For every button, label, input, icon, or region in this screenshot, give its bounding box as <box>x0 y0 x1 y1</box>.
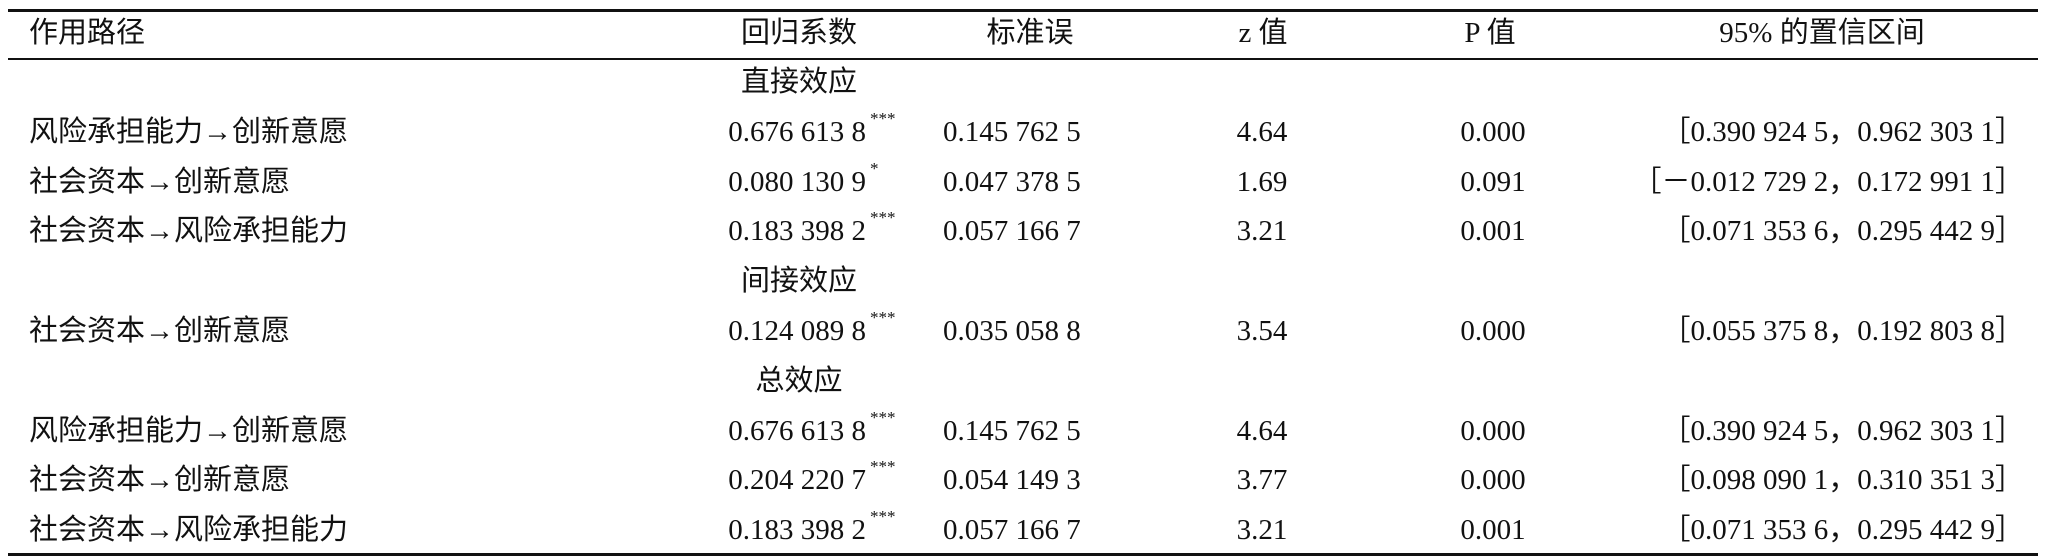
se-cell: 0.145 762 5 <box>943 115 1081 148</box>
p-cell: 0.000 <box>1460 315 1526 347</box>
significance-stars: *** <box>870 108 896 128</box>
z-cell: 3.21 <box>1236 215 1288 248</box>
z-cell: 1.69 <box>1236 165 1288 198</box>
p-cell: 0.091 <box>1460 165 1526 198</box>
coef-cell: 0.080 130 9 <box>728 165 866 198</box>
p-cell: 0.001 <box>1460 514 1526 547</box>
p-cell: 0.001 <box>1460 215 1526 248</box>
p-cell: 0.000 <box>1460 464 1526 497</box>
column-header: P 值 <box>1464 17 1516 49</box>
path-cell: 社会资本→创新意愿 <box>29 464 291 497</box>
significance-stars: *** <box>870 457 896 477</box>
column-header: 95% 的置信区间 <box>1719 17 1925 49</box>
z-cell: 3.77 <box>1236 464 1288 497</box>
path-cell: 社会资本→创新意愿 <box>29 165 291 198</box>
coef-cell: 0.204 220 7 <box>728 464 866 497</box>
column-header: 标准误 <box>986 17 1074 49</box>
se-cell: 0.054 149 3 <box>943 464 1081 497</box>
ci-cell: ［0.390 924 5，0.962 303 1］ <box>1661 414 2024 447</box>
ci-cell: ［0.098 090 1，0.310 351 3］ <box>1661 464 2024 497</box>
path-cell: 社会资本→风险承担能力 <box>29 514 349 547</box>
ci-cell: ［0.071 353 6，0.295 442 9］ <box>1661 215 2024 248</box>
column-header: 回归系数 <box>740 17 858 49</box>
z-cell: 3.21 <box>1236 514 1288 547</box>
column-header: 作用路径 <box>29 17 146 49</box>
z-cell: 4.64 <box>1236 414 1288 447</box>
path-cell: 风险承担能力→创新意愿 <box>29 115 349 148</box>
z-cell: 4.64 <box>1236 115 1288 148</box>
coef-cell: 0.124 089 8 <box>728 315 866 347</box>
se-cell: 0.057 166 7 <box>943 215 1081 248</box>
significance-stars: *** <box>870 407 896 427</box>
ci-cell: ［0.055 375 8，0.192 803 8］ <box>1661 315 2024 347</box>
se-cell: 0.057 166 7 <box>943 514 1081 547</box>
significance-stars: * <box>870 158 879 178</box>
p-cell: 0.000 <box>1460 414 1526 447</box>
header-rule <box>8 58 2038 60</box>
significance-stars: *** <box>870 208 896 228</box>
section-title: 直接效应 <box>740 66 858 98</box>
path-cell: 社会资本→创新意愿 <box>29 315 291 347</box>
ci-cell: ［0.390 924 5，0.962 303 1］ <box>1661 115 2024 148</box>
ci-cell: ［－0.012 729 2，0.172 991 1］ <box>1632 165 2024 198</box>
bottom-rule <box>8 553 2038 556</box>
path-cell: 社会资本→风险承担能力 <box>29 215 349 248</box>
se-cell: 0.035 058 8 <box>943 315 1081 347</box>
z-cell: 3.54 <box>1236 315 1288 347</box>
significance-stars: *** <box>870 308 896 327</box>
coef-cell: 0.676 613 8 <box>728 115 866 148</box>
coef-cell: 0.676 613 8 <box>728 414 866 447</box>
top-rule <box>8 9 2038 12</box>
coef-cell: 0.183 398 2 <box>728 514 866 547</box>
se-cell: 0.145 762 5 <box>943 414 1081 447</box>
coef-cell: 0.183 398 2 <box>728 215 866 248</box>
p-cell: 0.000 <box>1460 115 1526 148</box>
ci-cell: ［0.071 353 6，0.295 442 9］ <box>1661 514 2024 547</box>
column-header: z 值 <box>1238 17 1288 49</box>
section-title: 总效应 <box>755 364 843 397</box>
se-cell: 0.047 378 5 <box>943 165 1081 198</box>
significance-stars: *** <box>870 507 896 527</box>
path-cell: 风险承担能力→创新意愿 <box>29 414 349 447</box>
section-title: 间接效应 <box>740 265 858 298</box>
